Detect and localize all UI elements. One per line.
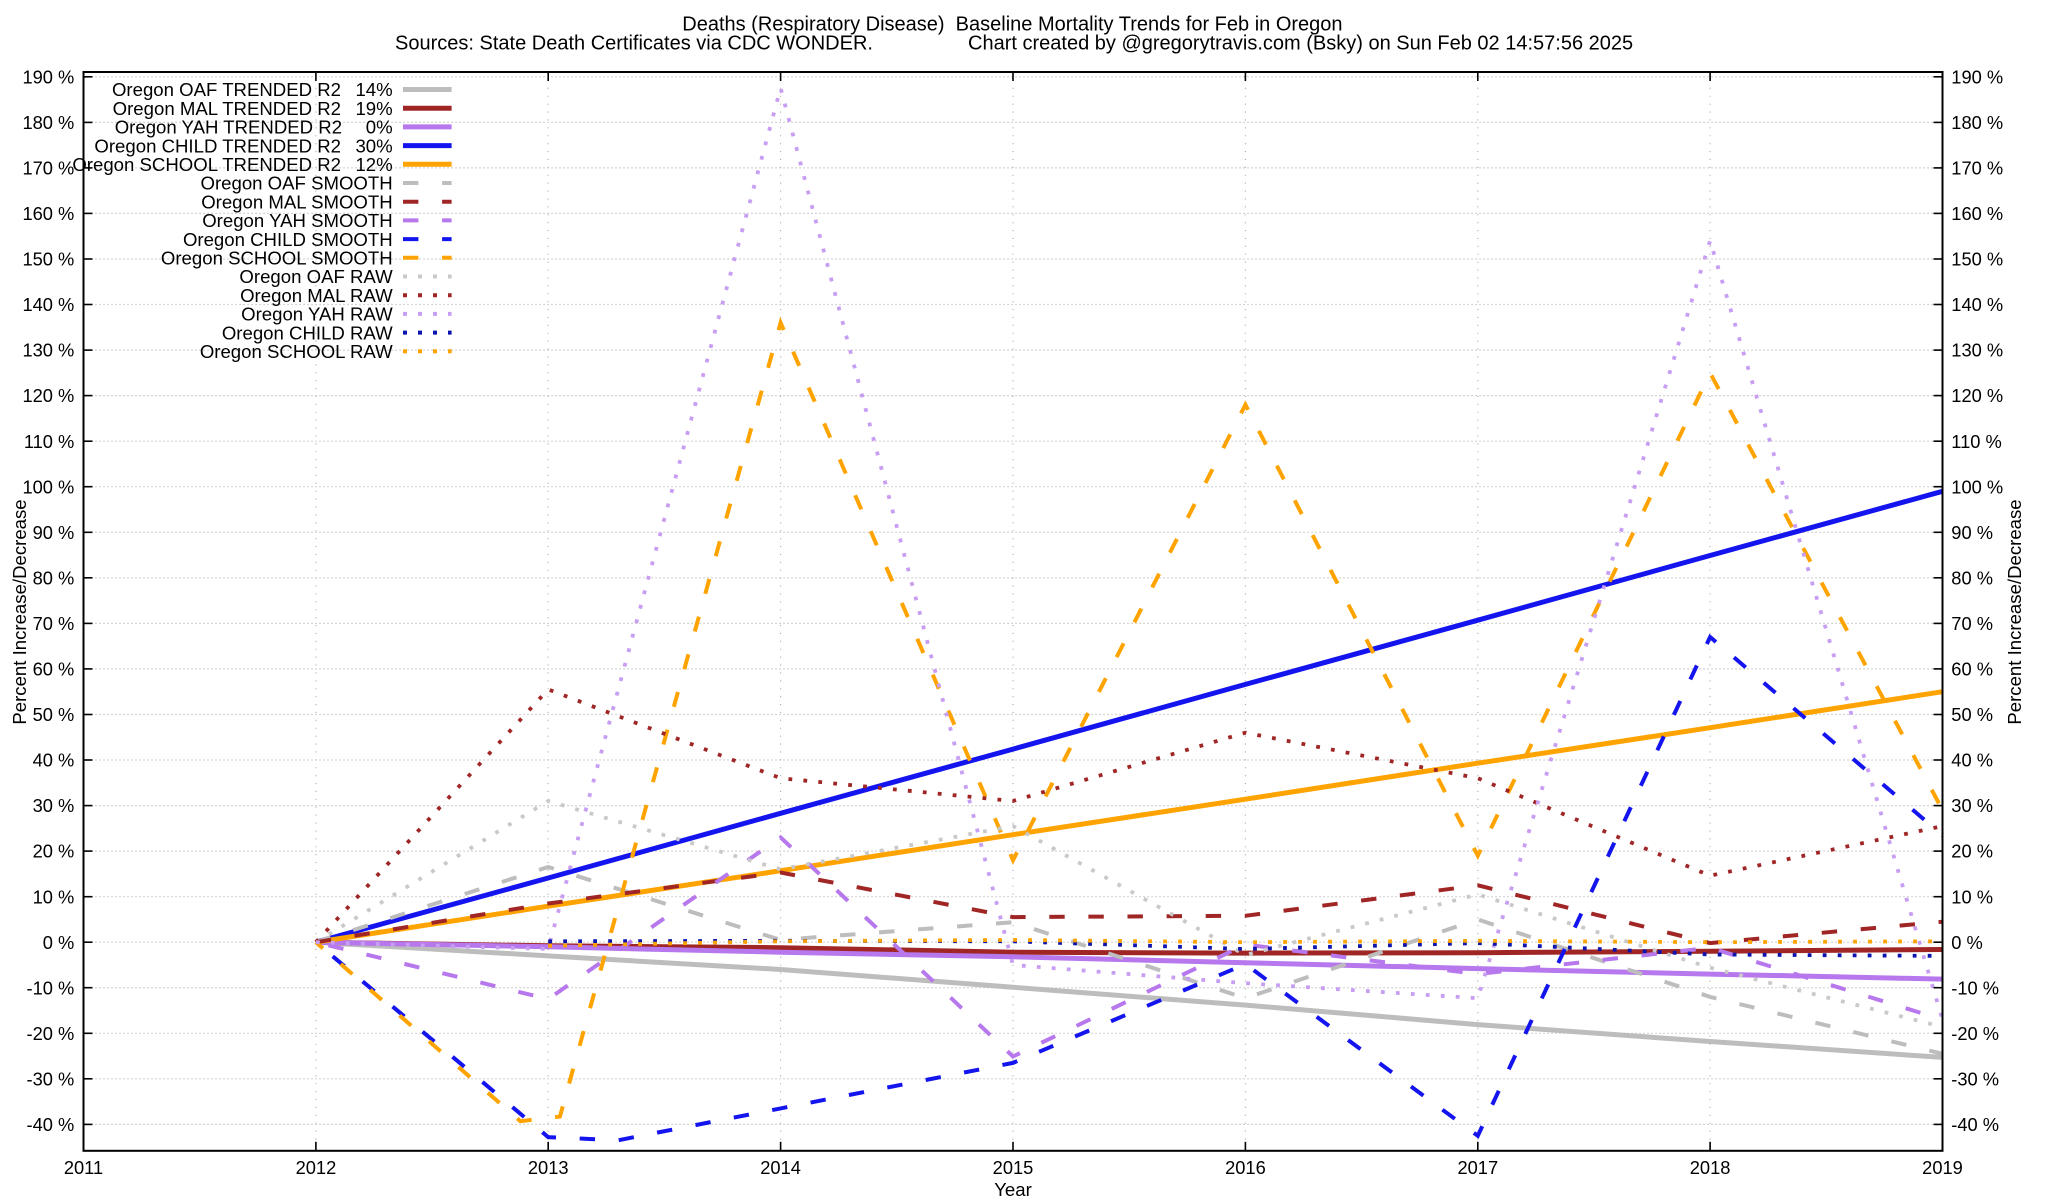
svg-text:Oregon SCHOOL RAW: Oregon SCHOOL RAW: [200, 341, 393, 362]
svg-text:90 %: 90 %: [1951, 522, 1993, 543]
svg-text:-40 %: -40 %: [1951, 1114, 1999, 1135]
svg-text:Year: Year: [994, 1179, 1032, 1200]
svg-text:120 %: 120 %: [22, 385, 74, 406]
svg-text:Oregon OAF SMOOTH: Oregon OAF SMOOTH: [201, 173, 393, 194]
svg-text:160 %: 160 %: [1951, 203, 2003, 224]
svg-text:60 %: 60 %: [33, 659, 75, 680]
svg-text:0 %: 0 %: [43, 932, 75, 953]
svg-text:-30 %: -30 %: [27, 1068, 75, 1089]
svg-text:Oregon OAF RAW: Oregon OAF RAW: [239, 266, 393, 287]
svg-text:Percent Increase/Decrease: Percent Increase/Decrease: [9, 499, 30, 724]
svg-text:150 %: 150 %: [1951, 249, 2003, 270]
svg-text:-20 %: -20 %: [27, 1023, 75, 1044]
svg-text:100 %: 100 %: [22, 476, 74, 497]
svg-text:Oregon CHILD SMOOTH: Oregon CHILD SMOOTH: [183, 229, 393, 250]
svg-text:160 %: 160 %: [22, 203, 74, 224]
svg-text:20 %: 20 %: [1951, 841, 1993, 862]
svg-text:-20 %: -20 %: [1951, 1023, 1999, 1044]
svg-text:90 %: 90 %: [33, 522, 75, 543]
svg-text:120 %: 120 %: [1951, 385, 2003, 406]
svg-text:70 %: 70 %: [33, 613, 75, 634]
svg-text:110 %: 110 %: [1951, 431, 2001, 452]
svg-text:100 %: 100 %: [1951, 476, 2003, 497]
svg-text:-30 %: -30 %: [1951, 1068, 1999, 1089]
svg-text:Oregon CHILD RAW: Oregon CHILD RAW: [222, 322, 393, 343]
svg-text:60 %: 60 %: [1951, 659, 1993, 680]
svg-text:40 %: 40 %: [33, 750, 75, 771]
svg-text:2019: 2019: [1922, 1157, 1963, 1178]
svg-text:Oregon OAF TRENDED R2 14%: Oregon OAF TRENDED R2 14%: [112, 79, 393, 100]
svg-text:40 %: 40 %: [1951, 750, 1993, 771]
svg-text:Oregon CHILD TRENDED R2 30%: Oregon CHILD TRENDED R2 30%: [94, 135, 392, 156]
svg-text:190 %: 190 %: [1951, 66, 2003, 87]
svg-text:Oregon YAH SMOOTH: Oregon YAH SMOOTH: [202, 210, 392, 231]
svg-text:30 %: 30 %: [1951, 795, 1993, 816]
svg-text:Oregon YAH TRENDED R2 0%: Oregon YAH TRENDED R2 0%: [115, 117, 393, 138]
svg-text:2013: 2013: [528, 1157, 569, 1178]
svg-text:2017: 2017: [1457, 1157, 1498, 1178]
svg-text:Oregon MAL RAW: Oregon MAL RAW: [240, 285, 393, 306]
svg-text:2018: 2018: [1690, 1157, 1731, 1178]
svg-text:180 %: 180 %: [1951, 112, 2003, 133]
svg-text:Oregon SCHOOL TRENDED R2 12%: Oregon SCHOOL TRENDED R2 12%: [72, 154, 392, 175]
svg-text:50 %: 50 %: [33, 704, 75, 725]
svg-text:Oregon MAL SMOOTH: Oregon MAL SMOOTH: [201, 191, 393, 212]
svg-text:130 %: 130 %: [22, 340, 74, 361]
svg-text:-40 %: -40 %: [27, 1114, 75, 1135]
svg-text:50 %: 50 %: [1951, 704, 1993, 725]
svg-text:130 %: 130 %: [1951, 340, 2003, 361]
svg-text:70 %: 70 %: [1951, 613, 1993, 634]
svg-text:110 %: 110 %: [24, 431, 74, 452]
svg-text:Oregon SCHOOL SMOOTH: Oregon SCHOOL SMOOTH: [161, 248, 393, 269]
svg-text:2012: 2012: [296, 1157, 337, 1178]
svg-text:2011: 2011: [64, 1157, 103, 1178]
svg-text:150 %: 150 %: [22, 249, 74, 270]
svg-text:Oregon YAH RAW: Oregon YAH RAW: [241, 304, 393, 325]
svg-text:Chart created by @gregorytravi: Chart created by @gregorytravis.com (Bsk…: [968, 33, 1633, 55]
svg-text:Deaths (Respiratory Disease): Deaths (Respiratory Disease) Baseline Mo…: [682, 14, 1342, 36]
svg-text:80 %: 80 %: [33, 567, 75, 588]
svg-text:-10 %: -10 %: [1951, 977, 1999, 998]
svg-text:-10 %: -10 %: [27, 977, 75, 998]
svg-text:0 %: 0 %: [1951, 932, 1983, 953]
svg-text:Oregon MAL TRENDED R2 19%: Oregon MAL TRENDED R2 19%: [113, 98, 393, 119]
svg-text:80 %: 80 %: [1951, 567, 1993, 588]
svg-text:Percent Increase/Decrease: Percent Increase/Decrease: [2004, 499, 2025, 724]
svg-text:140 %: 140 %: [1951, 294, 2003, 315]
svg-text:30 %: 30 %: [33, 795, 75, 816]
svg-text:2015: 2015: [993, 1157, 1034, 1178]
svg-text:20 %: 20 %: [33, 841, 75, 862]
svg-text:Sources: State Death Certifica: Sources: State Death Certificates via CD…: [395, 33, 873, 55]
svg-text:190 %: 190 %: [22, 66, 74, 87]
svg-text:140 %: 140 %: [22, 294, 74, 315]
svg-text:180 %: 180 %: [22, 112, 74, 133]
svg-text:10 %: 10 %: [1951, 886, 1993, 907]
svg-text:2016: 2016: [1225, 1157, 1266, 1178]
svg-text:10 %: 10 %: [33, 886, 75, 907]
svg-text:170 %: 170 %: [22, 158, 74, 179]
svg-text:2014: 2014: [760, 1157, 801, 1178]
svg-text:170 %: 170 %: [1951, 158, 2003, 179]
